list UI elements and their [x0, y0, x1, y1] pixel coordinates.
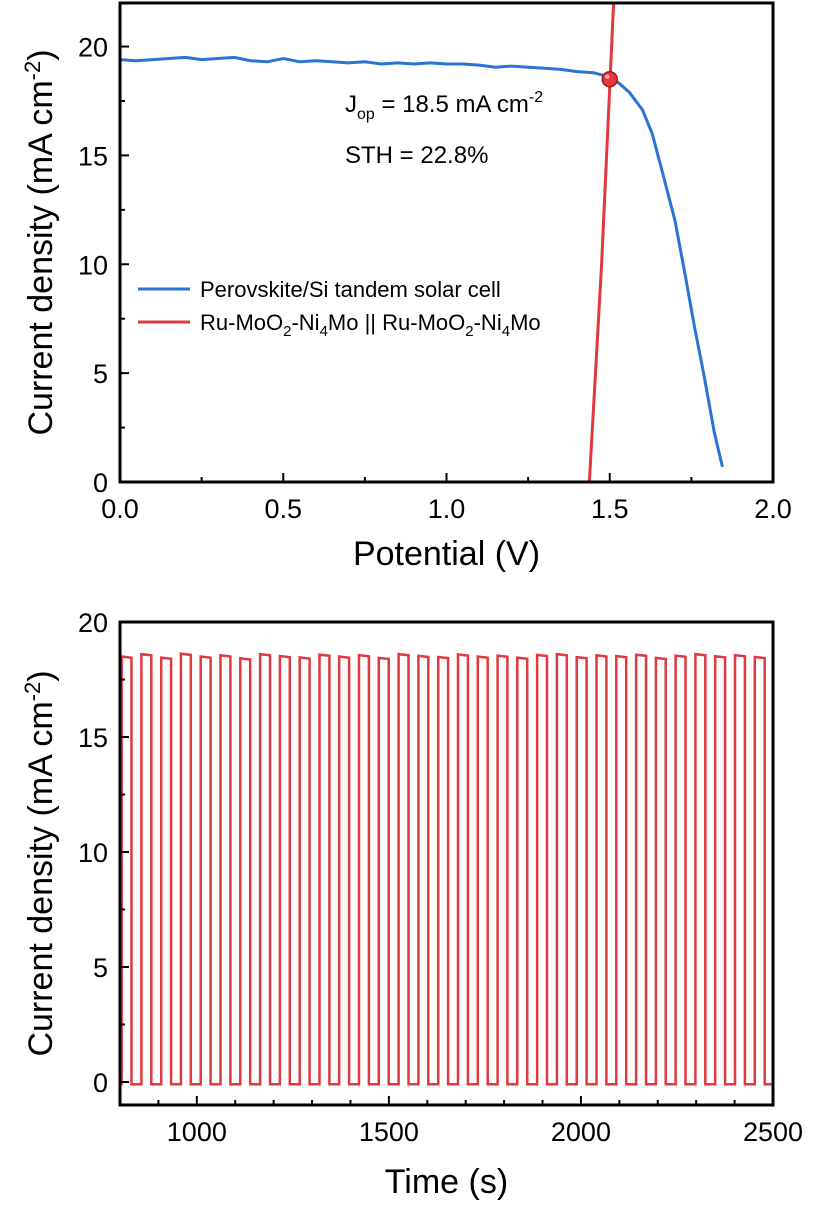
legend-subscript: 2 [465, 323, 473, 340]
y-tick-label: 20 [78, 608, 108, 638]
jop-annotation: Jop = 18.5 mA cm-2 [345, 89, 543, 123]
y-tick-label: 20 [78, 33, 108, 63]
legend-subscript: 4 [502, 323, 510, 340]
y-tick-label: 10 [78, 838, 108, 868]
legend-text-part: Ru-MoO [200, 310, 283, 335]
jop-superscript: -2 [529, 89, 543, 106]
x-tick-label: 1500 [359, 1117, 419, 1147]
legend-text-part: -Ni [474, 310, 502, 335]
legend-text-part: -Ni [291, 310, 319, 335]
y-axis-title-sup: -2 [20, 682, 45, 702]
plot-frame [118, 620, 775, 1107]
legend: Perovskite/Si tandem solar cellRu-MoO2-N… [138, 277, 541, 340]
x-tick-label: 0.0 [101, 494, 139, 524]
legend-subscript: 2 [283, 323, 291, 340]
x-tick-label: 1000 [167, 1117, 227, 1147]
legend-label-electrolyzer: Ru-MoO2-Ni4Mo || Ru-MoO2-Ni4Mo [200, 310, 541, 340]
jop-value: = 18.5 mA cm [375, 91, 529, 118]
y-axis-title-end: ) [22, 670, 60, 681]
legend-text-part: Mo [510, 310, 541, 335]
series-line-solar-cell [120, 55, 724, 468]
y-axis-title: Current density (mA cm-2) [20, 49, 60, 435]
plot-frame [118, 1, 775, 484]
y-tick-label: 15 [78, 141, 108, 171]
x-tick-label: 1.0 [428, 494, 466, 524]
legend-label-solar-cell: Perovskite/Si tandem solar cell [200, 277, 501, 302]
y-axis-title: Current density (mA cm-2) [20, 670, 60, 1056]
y-axis-title-main: Current density (mA cm [22, 80, 60, 435]
y-axis-title-sup: -2 [20, 61, 45, 81]
y-tick-label: 5 [93, 953, 108, 983]
top-chart: 0.0 0.5 1.0 1.5 2.0 0 5 10 15 20 Potential (V) Curr… [20, 1, 792, 573]
sth-annotation: STH = 22.8% [345, 142, 488, 169]
x-tick-label: 2.0 [754, 494, 792, 524]
x-tick-label: 1.5 [591, 494, 629, 524]
operating-point-highlight [605, 74, 610, 79]
legend-subscript: 4 [320, 323, 328, 340]
x-tick-label: 0.5 [264, 494, 302, 524]
series-line-chronoamperometry [120, 652, 773, 1086]
x-axis-title: Time (s) [385, 1163, 508, 1201]
y-axis-title-end: ) [22, 49, 60, 60]
y-tick-label: 0 [93, 1068, 108, 1098]
jop-symbol: J [345, 91, 357, 118]
x-tick-label: 2000 [551, 1117, 611, 1147]
legend-text-part: Mo || Ru-MoO [328, 310, 465, 335]
x-tick-label: 2500 [743, 1117, 803, 1147]
x-axis-title: Potential (V) [353, 535, 540, 573]
y-axis-title-main: Current density (mA cm [22, 701, 60, 1056]
y-tick-label: 15 [78, 723, 108, 753]
y-tick-label: 10 [78, 250, 108, 280]
jop-subscript: op [357, 106, 375, 123]
y-tick-label: 0 [93, 468, 108, 498]
y-tick-label: 5 [93, 359, 108, 389]
bottom-chart: 1000 1500 2000 2500 0 5 10 15 20 Time (s) Current … [20, 608, 803, 1201]
operating-point-marker [601, 70, 618, 88]
